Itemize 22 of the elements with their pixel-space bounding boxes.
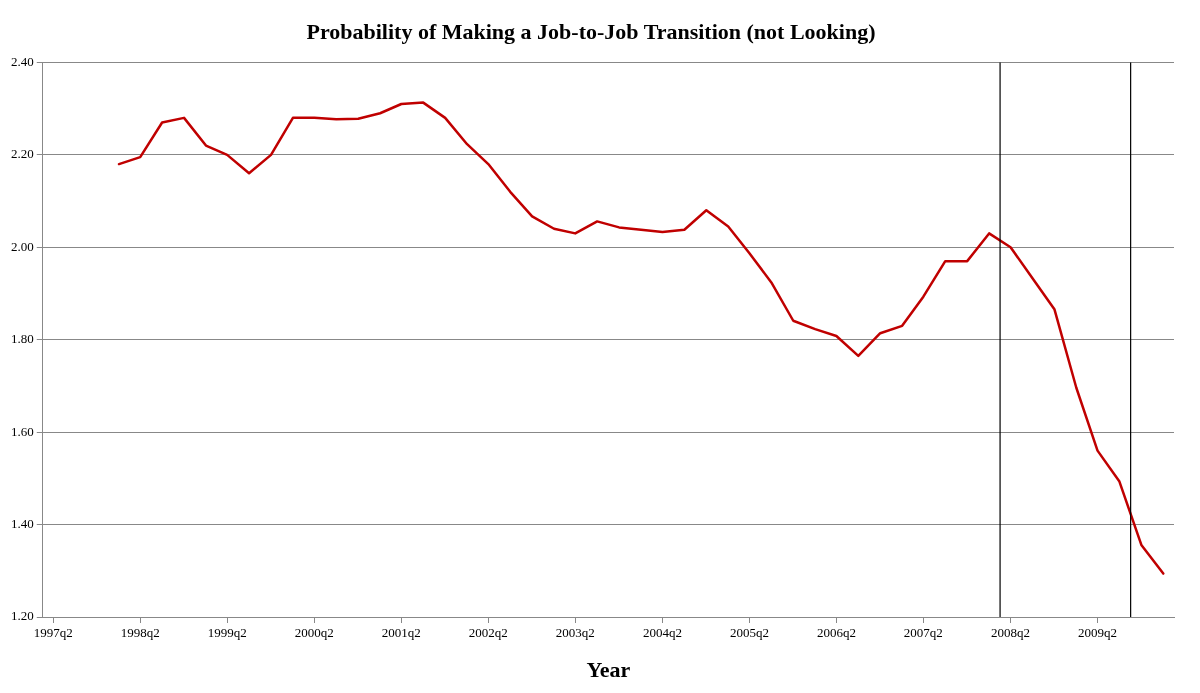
y-tick-label: 2.40 [11, 53, 34, 69]
x-tick-label: 2006q2 [816, 625, 856, 641]
x-axis-title: Year [586, 657, 631, 683]
x-tick-label: 2005q2 [729, 625, 769, 641]
x-tick-label: 2003q2 [555, 625, 595, 641]
x-tick-label: 2001q2 [381, 625, 421, 641]
y-tick-label: 1.40 [11, 515, 34, 531]
x-tick-label: 2002q2 [468, 625, 508, 641]
y-tick-label: 2.20 [11, 146, 34, 162]
chart-title: Probability of Making a Job-to-Job Transition (not Looking) [306, 18, 876, 44]
x-tick-label: 2000q2 [294, 625, 334, 641]
x-tick-label: 2009q2 [1078, 625, 1118, 641]
y-tick-label: 1.20 [11, 608, 34, 624]
x-tick-label: 1998q2 [120, 625, 160, 641]
y-tick-label: 2.00 [11, 238, 34, 254]
y-tick-label: 1.80 [11, 331, 34, 347]
x-tick-label: 2007q2 [903, 625, 943, 641]
x-tick-label: 2004q2 [642, 625, 682, 641]
y-tick-label: 1.60 [11, 423, 34, 439]
x-tick-label: 1999q2 [207, 625, 247, 641]
x-tick-label: 1997q2 [33, 625, 73, 641]
x-tick-label: 2008q2 [991, 625, 1031, 641]
